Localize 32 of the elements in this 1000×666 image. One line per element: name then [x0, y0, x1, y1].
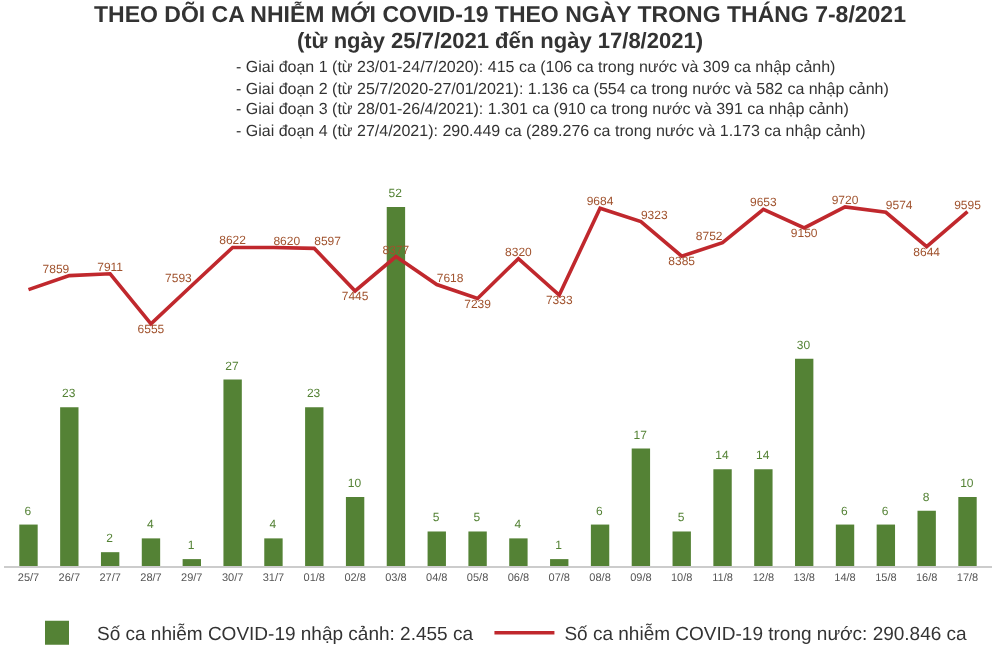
bar — [917, 510, 936, 566]
bar — [631, 448, 651, 566]
bar — [550, 559, 569, 566]
bar — [264, 538, 283, 566]
bar — [223, 379, 242, 566]
bar — [141, 538, 161, 566]
text: - Giai đoạn 3 (từ 28/01-26/4/2021): 1.301 ca (910 ca trong nước và 391 ca nhập cảnh) — [236, 100, 851, 121]
bar — [795, 358, 814, 566]
legend-label: Số ca nhiễm COVID-19 nhập cảnh: 2.455 ca — [97, 622, 475, 647]
bar — [672, 531, 691, 566]
bar — [713, 469, 732, 566]
bar — [590, 524, 610, 566]
bar — [182, 559, 201, 566]
bar — [509, 538, 528, 566]
bar — [427, 531, 446, 566]
text: - Giai đoạn 2 (từ 25/7/2020-27/01/2021): 1.136 ca (554 ca trong nước và 582 ca nhập cảnh) — [236, 79, 891, 100]
legend-label: Số ca nhiễm COVID-19 trong nước: 290.846 ca — [564, 622, 969, 647]
text: - Giai đoạn 1 (từ 23/01-24/7/2020): 415 ca (106 ca trong nước và 309 ca nhập cảnh) — [236, 58, 838, 79]
bar — [305, 407, 324, 566]
bar — [958, 496, 977, 566]
chart-title: THEO DÕI CA NHIỄM MỚI COVID-19 THEO NGÀY TRONG THÁNG 7-8/2021 — [92, 4, 908, 28]
bar — [100, 552, 120, 566]
bar — [60, 407, 79, 566]
bar — [754, 469, 773, 566]
bar — [876, 524, 896, 566]
bar — [468, 531, 487, 566]
bar — [345, 496, 365, 566]
bar — [835, 524, 855, 566]
chart-subtitle: (từ ngày 25/7/2021 đến ngày 17/8/2021) — [294, 30, 705, 54]
bar — [19, 524, 38, 566]
bar — [386, 206, 406, 566]
text: - Giai đoạn 4 (từ 27/4/2021): 290.449 ca (289.276 ca trong nước và 1.173 ca nhập cảnh) — [236, 121, 868, 142]
